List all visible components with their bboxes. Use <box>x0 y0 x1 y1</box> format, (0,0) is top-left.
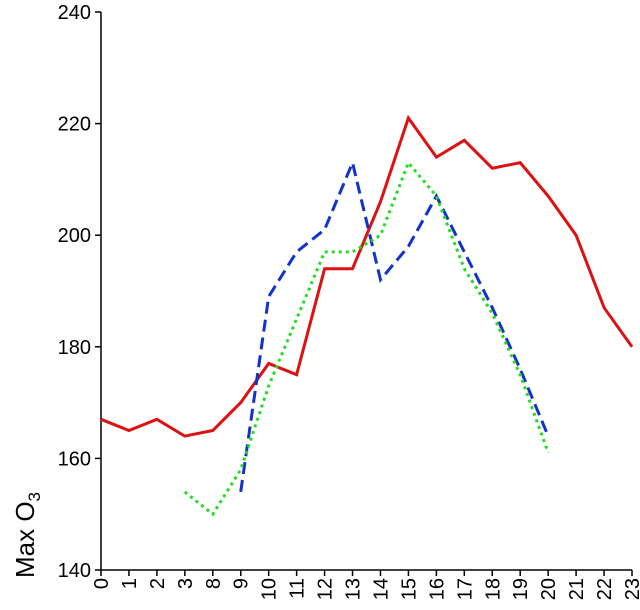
y-tick-labels: 140 160 180 200 220 240 <box>58 2 91 582</box>
x-tick-label: 19 <box>510 578 532 600</box>
x-tick-label: 9 <box>231 578 253 589</box>
x-tick-label: 22 <box>594 578 616 600</box>
x-tick-label: 21 <box>566 578 588 600</box>
x-tick-label: 20 <box>538 578 560 600</box>
x-tick-labels: 0 1 2 3 8 9 10 11 12 13 14 15 16 17 18 19 20 21 22 23 <box>91 578 640 600</box>
x-tick-label: 18 <box>482 578 504 600</box>
y-axis-title: Max O3 <box>10 492 44 578</box>
x-tick-label: 15 <box>398 578 420 600</box>
x-tick-label: 14 <box>370 578 392 600</box>
x-tick-label: 23 <box>622 578 640 600</box>
x-tick-label: 3 <box>175 578 197 589</box>
x-tick-label: 0 <box>91 578 113 589</box>
series-line-solid <box>100 114 634 438</box>
x-tick-label: 12 <box>315 578 337 600</box>
x-tick-label: 1 <box>119 578 141 589</box>
x-tick-label: 8 <box>203 578 225 589</box>
y-tick-label: 180 <box>58 337 91 359</box>
y-tick-label: 240 <box>58 2 91 24</box>
y-tick-label: 140 <box>58 560 91 582</box>
x-tick-label: 10 <box>259 578 281 600</box>
series-line-dotted <box>183 159 550 517</box>
x-tick-label: 16 <box>426 578 448 600</box>
series-line-dashed <box>239 157 550 493</box>
series-layer <box>100 114 634 517</box>
y-tick-label: 160 <box>58 448 91 470</box>
x-tick-label: 2 <box>147 578 169 589</box>
x-tick-label: 11 <box>287 578 309 599</box>
x-tick-label: 17 <box>454 578 476 600</box>
y-tick-label: 200 <box>58 225 91 247</box>
y-tick-label: 220 <box>58 114 91 136</box>
axes <box>95 11 633 576</box>
x-tick-label: 13 <box>343 578 365 600</box>
